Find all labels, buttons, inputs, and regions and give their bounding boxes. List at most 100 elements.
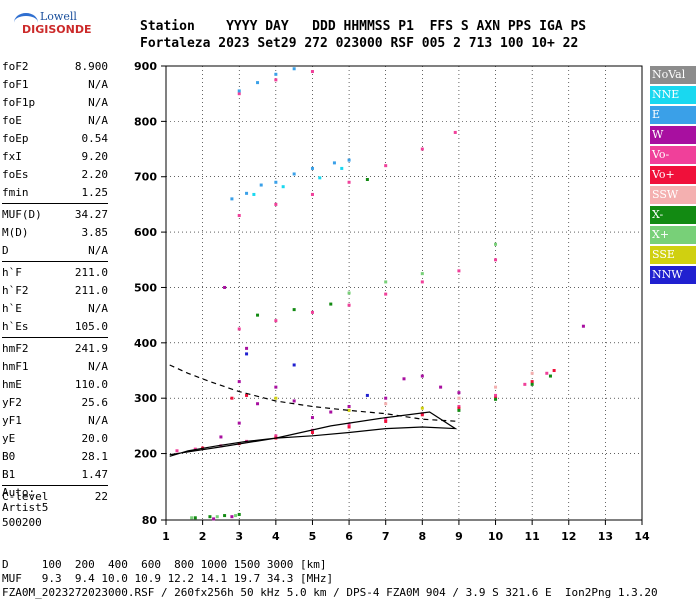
param-value: 9.20 (81, 149, 109, 163)
data-point-w (581, 324, 585, 328)
data-point-nnw (292, 363, 296, 367)
data-point-x (347, 291, 351, 295)
x-tick-label: 3 (235, 530, 243, 543)
data-point-w (347, 405, 351, 408)
data-point-vo (237, 92, 241, 96)
data-point-e (347, 158, 351, 162)
data-point-x (365, 178, 369, 181)
data-point-x (494, 242, 498, 246)
data-point-vo (274, 434, 278, 438)
y-tick-label: 80 (142, 514, 158, 527)
param-row: foEs 2.20 (2, 165, 108, 183)
data-point-x (234, 514, 238, 518)
y-tick-label: 200 (134, 448, 157, 461)
data-point-x (208, 515, 212, 519)
data-point-sse (347, 408, 351, 412)
data-point-vo (310, 310, 314, 314)
header-line-values: Fortaleza 2023 Set29 272 023000 RSF 005 … (140, 36, 579, 51)
param-row: yF2 25.6 (2, 393, 108, 411)
x-tick-label: 9 (455, 530, 463, 543)
param-value: 2.20 (81, 167, 109, 181)
param-value: 22 (94, 489, 108, 503)
param-value: N/A (88, 95, 108, 109)
param-name: fxI (2, 149, 22, 163)
param-row: h`F2 211.0 (2, 281, 108, 299)
data-point-x (215, 515, 219, 519)
x-tick-label: 1 (162, 530, 170, 543)
param-row: foF1 N/A (2, 75, 108, 93)
data-point-w (310, 416, 314, 420)
data-point-w (212, 517, 216, 521)
param-row: fmin 1.25 (2, 183, 108, 201)
data-point-nnw (365, 393, 369, 397)
legend-item: X+ (650, 226, 696, 244)
y-tick-label: 500 (134, 281, 157, 294)
y-tick-label: 800 (134, 115, 157, 128)
param-separator (2, 261, 108, 262)
legend-item: NNW (650, 266, 696, 284)
logo-arc-icon (14, 13, 38, 32)
data-point-w (292, 399, 296, 403)
data-point-w (274, 385, 278, 389)
param-value: N/A (88, 301, 108, 315)
data-point-vo (420, 280, 424, 284)
data-point-sse (274, 396, 278, 400)
param-value: 8.900 (74, 59, 108, 73)
data-point-nne (318, 176, 322, 180)
data-point-x (494, 397, 498, 401)
footer-muf-row: MUF 9.3 9.4 10.0 10.9 12.2 14.1 19.7 34.… (2, 572, 334, 585)
data-point-vo (230, 396, 234, 400)
data-point-x (256, 313, 260, 317)
legend-item: W (650, 126, 696, 144)
data-point-vo (310, 70, 314, 74)
param-value: 211.0 (74, 265, 108, 279)
param-name: C-level (2, 489, 49, 503)
data-point-vo (420, 413, 424, 417)
data-point-vo (457, 405, 461, 408)
param-row: foE N/A (2, 111, 108, 129)
data-point-vo (523, 382, 527, 386)
data-point-vo (384, 292, 388, 296)
param-value: N/A (88, 77, 108, 91)
data-point-w (245, 346, 249, 350)
y-tick-label: 400 (134, 337, 157, 350)
data-point-e (259, 183, 263, 187)
param-value: 110.0 (74, 377, 108, 391)
param-row: h`Es 105.0 (2, 317, 108, 335)
auto-label: Auto: (2, 486, 36, 499)
data-point-vo (245, 393, 249, 397)
param-name: MUF(D) (2, 207, 42, 221)
param-row: foF2 8.900 (2, 57, 108, 75)
data-point-vo (494, 258, 498, 262)
data-point-e (274, 180, 278, 184)
data-point-vo (453, 130, 457, 134)
data-point-e (332, 161, 336, 165)
data-point-w (329, 410, 333, 414)
legend-item: SSW (650, 186, 696, 204)
station-header: Station YYYY DAY DDD HHMMSS P1 FFS S AXN… (140, 18, 586, 52)
x-tick-label: 7 (382, 530, 390, 543)
x-tick-label: 8 (418, 530, 426, 543)
param-name: foE (2, 113, 22, 127)
param-name: D (2, 243, 9, 257)
param-name: foEs (2, 167, 29, 181)
data-point-ssw (494, 385, 498, 389)
data-point-ssw (530, 371, 534, 375)
param-value: 1.25 (81, 185, 109, 199)
param-value: 34.27 (74, 207, 108, 221)
data-point-vo (552, 369, 556, 373)
param-separator (2, 203, 108, 204)
param-value: 20.0 (81, 431, 109, 445)
data-point-vo (457, 406, 461, 410)
data-point-x (548, 374, 552, 378)
data-point-nnw (245, 352, 249, 356)
data-point-x (384, 280, 388, 284)
data-point-ssw (457, 396, 461, 400)
parameter-table: foF2 8.900 foF1 N/A foF1p N/A foE N/A foEp 0.54 fx… (2, 57, 108, 505)
data-point-vo (274, 78, 278, 82)
data-point-vo (347, 180, 351, 184)
param-row: foF1p N/A (2, 93, 108, 111)
data-point-w (230, 515, 234, 519)
data-point-vo (384, 419, 388, 423)
param-value: N/A (88, 413, 108, 427)
